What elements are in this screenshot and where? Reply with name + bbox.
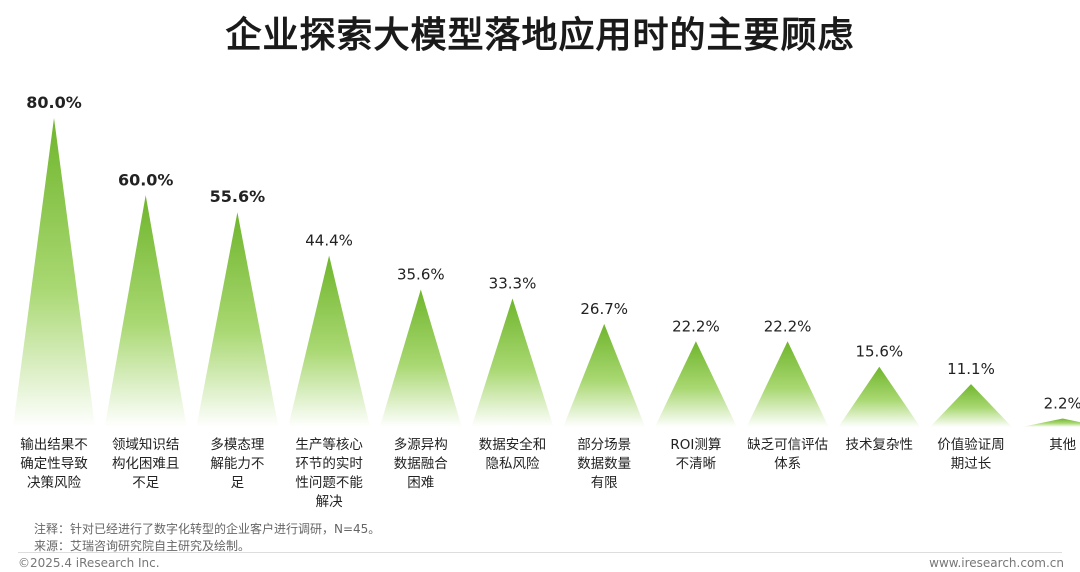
bar-peak [379,289,462,427]
category-label: ROI测算不清晰 [670,437,721,472]
value-label: 15.6% [855,343,903,361]
footer: ©2025.4 iResearch Inc. www.iresearch.com… [0,556,1080,572]
bar-peak [13,118,95,427]
value-label: 11.1% [947,360,995,378]
value-label: 44.4% [305,232,353,250]
category-label: 输出结果不确定性导致决策风险 [20,437,88,491]
category-label: 多模态理解能力不足 [210,436,264,491]
value-label: 22.2% [764,317,812,335]
bar-peak [1021,418,1080,427]
value-label: 2.2% [1044,395,1080,413]
value-label: 55.6% [210,187,266,206]
chart-note: 注释：针对已经进行了数字化转型的企业客户进行调研，N=45。 [34,522,381,536]
value-label: 80.0% [26,93,82,112]
value-label: 33.3% [489,274,537,292]
bar-peak [838,366,921,427]
bar-peak [196,212,279,427]
copyright-text: ©2025.4 iResearch Inc. [18,556,160,570]
bar-peak [746,341,829,427]
bar-peak [104,195,187,427]
bar-peak [563,323,646,427]
chart-source: 来源：艾瑞咨询研究院自主研究及绘制。 [34,539,251,553]
bar-peak [930,384,1012,427]
value-label: 22.2% [672,317,720,335]
value-label: 35.6% [397,265,445,283]
bar-chart: 80.0% 60.0% 55.6% 44.4% 35.6% 33.3% 26.7% 22.2%… [13,93,1080,510]
footer-divider [18,552,1062,553]
category-label: 技术复杂性 [846,436,914,453]
bar-peak [288,255,371,427]
category-label: 数据安全和隐私风险 [479,436,547,472]
category-label: 价值验证周期过长 [937,437,1005,472]
category-label: 部分场景数据数量有限 [577,437,631,491]
website-link[interactable]: www.iresearch.com.cn [929,556,1064,570]
category-label: 生产等核心环节的实时性问题不能解决 [295,436,363,510]
bar-peak [471,298,554,427]
category-label: 其他 [1049,437,1076,453]
category-label: 领域知识结构化困难且不足 [112,436,180,491]
value-label: 60.0% [118,170,174,189]
value-label: 26.7% [580,300,628,318]
bar-peak [654,341,737,427]
category-label: 缺乏可信评估体系 [747,437,828,472]
chart-title: 企业探索大模型落地应用时的主要顾虑 [225,15,855,56]
category-label: 多源异构数据融合困难 [394,436,448,491]
